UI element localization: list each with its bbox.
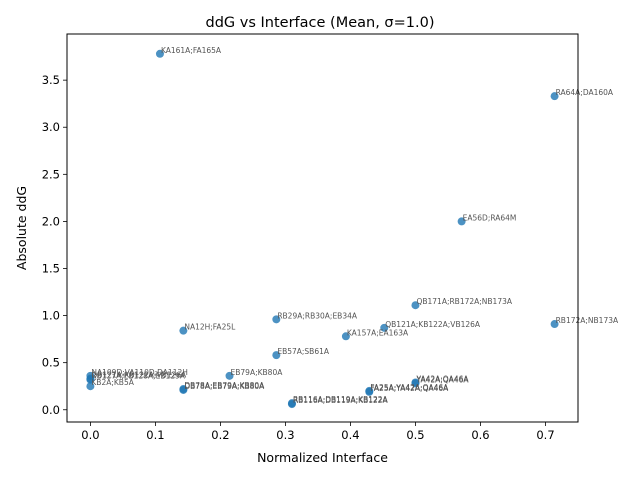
point-annotation: EB57A;SB61A xyxy=(277,347,330,356)
data-point xyxy=(225,371,234,380)
y-tick-label: 3.5 xyxy=(42,73,60,87)
point-annotation: QB121A;KB122A;VB126A xyxy=(91,371,187,380)
point-annotation: EB79A;KB80A xyxy=(231,368,284,377)
data-point xyxy=(550,92,559,101)
y-tick-label: 3.0 xyxy=(42,120,60,134)
data-point xyxy=(411,379,420,388)
data-point xyxy=(411,301,420,310)
point-annotation: DB78A;EB79A;KB80A xyxy=(184,382,265,391)
data-points xyxy=(86,49,559,409)
point-annotation: KA157A;EA163A xyxy=(347,328,409,337)
data-point xyxy=(341,332,350,341)
data-point xyxy=(86,375,95,384)
data-point xyxy=(380,323,389,332)
point-annotation: RB29A;RB30A;EB34A xyxy=(277,311,358,320)
point-annotation: DB78A;EB79A;KB80A xyxy=(184,381,265,390)
y-axis-label: Absolute ddG xyxy=(14,186,29,270)
point-annotation: RA64A;DA160A xyxy=(556,88,614,97)
data-point xyxy=(86,382,95,391)
x-tick-label: 0.7 xyxy=(536,428,554,442)
y-tick-label: 2.5 xyxy=(42,167,60,181)
x-tick-label: 0.5 xyxy=(406,428,424,442)
data-point xyxy=(272,315,281,324)
point-annotation: YA42A;QA46A xyxy=(415,374,469,383)
point-annotation: QB121A;KB122A;VB126A xyxy=(385,320,481,329)
x-tick-label: 0.6 xyxy=(471,428,489,442)
y-tick-label: 1.5 xyxy=(42,261,60,275)
x-tick-label: 0.0 xyxy=(81,428,99,442)
x-tick-label: 0.3 xyxy=(276,428,294,442)
x-tick-label: 0.2 xyxy=(211,428,229,442)
data-point xyxy=(550,320,559,329)
point-annotation: NA109D;VA110D;DA112H xyxy=(91,368,187,377)
data-point xyxy=(272,351,281,360)
y-tick-label: 1.0 xyxy=(42,309,60,323)
point-annotation: EA56D;RA64M xyxy=(463,213,517,222)
data-point xyxy=(457,217,466,226)
point-annotation: RB127A;EB128A;EB129A xyxy=(91,372,185,381)
y-tick-label: 0.0 xyxy=(42,403,60,417)
point-annotation: RB116A;DB119A;KB122A xyxy=(293,396,389,405)
y-tick-label: 2.0 xyxy=(42,214,60,228)
point-annotation: KA161A;FA165A xyxy=(161,46,222,55)
data-point xyxy=(155,49,164,58)
point-annotation: FA25A;YA42A;QA46A xyxy=(370,383,449,392)
point-annotation: YA42A;QA46A xyxy=(415,375,469,384)
point-annotation: FA25A;YA42A;QA46A xyxy=(370,384,449,393)
x-tick-label: 0.4 xyxy=(341,428,359,442)
chart-title: ddG vs Interface (Mean, σ=1.0) xyxy=(206,15,435,31)
point-annotation: RB116A;DB119A;KB122A xyxy=(293,395,389,404)
data-point xyxy=(179,385,188,394)
data-point xyxy=(179,326,188,335)
point-annotations: KA161A;FA165A RA64A;DA160A EA56D;RA64M QB17… xyxy=(91,46,619,405)
point-annotation: RB172A;NB173A xyxy=(556,316,619,325)
point-annotation: NA12H;FA25L xyxy=(184,323,236,332)
x-axis: 0.0 0.1 0.2 0.3 0.4 0.5 0.6 0.7 xyxy=(81,422,555,442)
data-point xyxy=(287,400,296,409)
y-axis: 0.0 0.5 1.0 1.5 2.0 2.5 3.0 3.5 xyxy=(42,73,67,417)
data-point xyxy=(365,387,374,396)
x-tick-label: 0.1 xyxy=(146,428,164,442)
plot-frame xyxy=(66,33,579,423)
y-tick-label: 0.5 xyxy=(42,356,60,370)
point-annotation: QB171A;RB172A;NB173A xyxy=(416,297,512,306)
x-axis-label: Normalized Interface xyxy=(257,450,388,465)
point-annotation: KB2A;KB5A xyxy=(91,378,134,387)
